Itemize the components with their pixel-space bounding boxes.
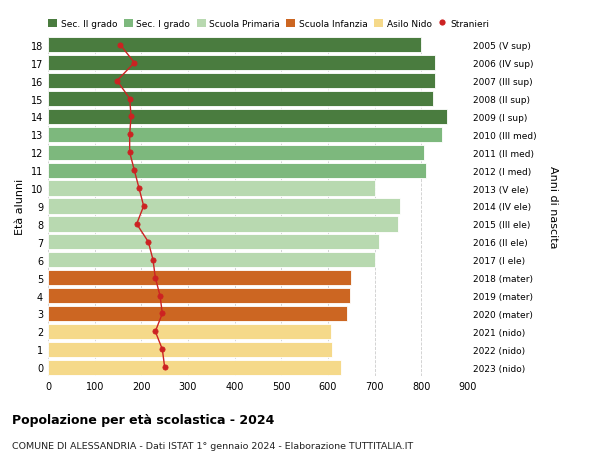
Y-axis label: Età alunni: Età alunni — [15, 179, 25, 235]
Bar — [48, 128, 442, 143]
Bar — [48, 146, 424, 161]
Bar — [48, 252, 374, 268]
Bar — [48, 288, 350, 303]
Bar — [48, 110, 447, 125]
Text: Popolazione per età scolastica - 2024: Popolazione per età scolastica - 2024 — [12, 413, 274, 426]
Bar — [48, 92, 433, 107]
Bar — [48, 38, 421, 53]
Bar — [48, 217, 398, 232]
Bar — [48, 56, 436, 71]
Legend: Sec. II grado, Sec. I grado, Scuola Primaria, Scuola Infanzia, Asilo Nido, Stran: Sec. II grado, Sec. I grado, Scuola Prim… — [49, 20, 490, 29]
Bar — [48, 324, 331, 339]
Bar — [48, 199, 400, 214]
Bar — [48, 270, 352, 285]
Bar — [48, 74, 436, 89]
Bar — [48, 360, 341, 375]
Bar — [48, 163, 426, 179]
Y-axis label: Anni di nascita: Anni di nascita — [548, 165, 557, 248]
Bar — [48, 235, 379, 250]
Text: COMUNE DI ALESSANDRIA - Dati ISTAT 1° gennaio 2024 - Elaborazione TUTTITALIA.IT: COMUNE DI ALESSANDRIA - Dati ISTAT 1° ge… — [12, 441, 413, 450]
Bar — [48, 306, 347, 321]
Bar — [48, 181, 374, 196]
Bar — [48, 342, 332, 357]
